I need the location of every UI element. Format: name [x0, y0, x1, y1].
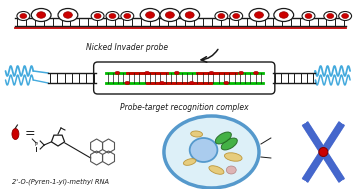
Ellipse shape: [159, 81, 164, 85]
Ellipse shape: [221, 138, 237, 150]
Ellipse shape: [94, 13, 101, 19]
Ellipse shape: [124, 13, 131, 19]
Ellipse shape: [224, 81, 229, 85]
Ellipse shape: [115, 71, 120, 75]
Ellipse shape: [17, 12, 30, 20]
Ellipse shape: [218, 13, 225, 19]
Ellipse shape: [274, 9, 294, 22]
Ellipse shape: [58, 9, 78, 22]
Ellipse shape: [302, 12, 315, 20]
Ellipse shape: [31, 9, 51, 22]
Ellipse shape: [183, 159, 196, 165]
Ellipse shape: [327, 13, 334, 19]
Ellipse shape: [230, 12, 243, 20]
Ellipse shape: [106, 12, 119, 20]
Ellipse shape: [109, 13, 116, 19]
Ellipse shape: [145, 71, 150, 75]
Ellipse shape: [209, 71, 214, 75]
Ellipse shape: [180, 9, 200, 22]
Ellipse shape: [339, 12, 352, 20]
Ellipse shape: [279, 12, 288, 18]
Ellipse shape: [160, 9, 180, 22]
Ellipse shape: [239, 71, 244, 75]
FancyBboxPatch shape: [94, 62, 275, 94]
Ellipse shape: [185, 12, 194, 18]
Ellipse shape: [140, 9, 160, 22]
Ellipse shape: [191, 131, 203, 137]
Ellipse shape: [249, 9, 269, 22]
Ellipse shape: [20, 13, 27, 19]
Ellipse shape: [174, 71, 179, 75]
Text: Nicked Invader probe: Nicked Invader probe: [86, 43, 168, 52]
Ellipse shape: [146, 12, 155, 18]
Text: P: P: [35, 143, 38, 147]
Ellipse shape: [305, 13, 312, 19]
Circle shape: [319, 147, 328, 156]
Ellipse shape: [215, 12, 228, 20]
Ellipse shape: [37, 12, 45, 18]
Ellipse shape: [125, 81, 130, 85]
Ellipse shape: [255, 12, 263, 18]
Ellipse shape: [226, 166, 236, 174]
Ellipse shape: [12, 129, 19, 139]
Text: Probe-target recognition complex: Probe-target recognition complex: [120, 103, 249, 112]
Ellipse shape: [91, 12, 104, 20]
Ellipse shape: [224, 153, 242, 161]
Ellipse shape: [63, 12, 72, 18]
Ellipse shape: [342, 13, 349, 19]
Text: =: =: [24, 128, 35, 140]
Ellipse shape: [164, 116, 259, 188]
Ellipse shape: [190, 138, 217, 162]
Ellipse shape: [121, 12, 134, 20]
Ellipse shape: [165, 12, 174, 18]
Ellipse shape: [209, 166, 224, 174]
Ellipse shape: [233, 13, 240, 19]
Ellipse shape: [324, 12, 337, 20]
Ellipse shape: [215, 132, 231, 144]
Ellipse shape: [189, 81, 194, 85]
Text: 2'-O-(Pyren-1-yl)-methyl RNA: 2'-O-(Pyren-1-yl)-methyl RNA: [13, 178, 110, 185]
Ellipse shape: [253, 71, 258, 75]
